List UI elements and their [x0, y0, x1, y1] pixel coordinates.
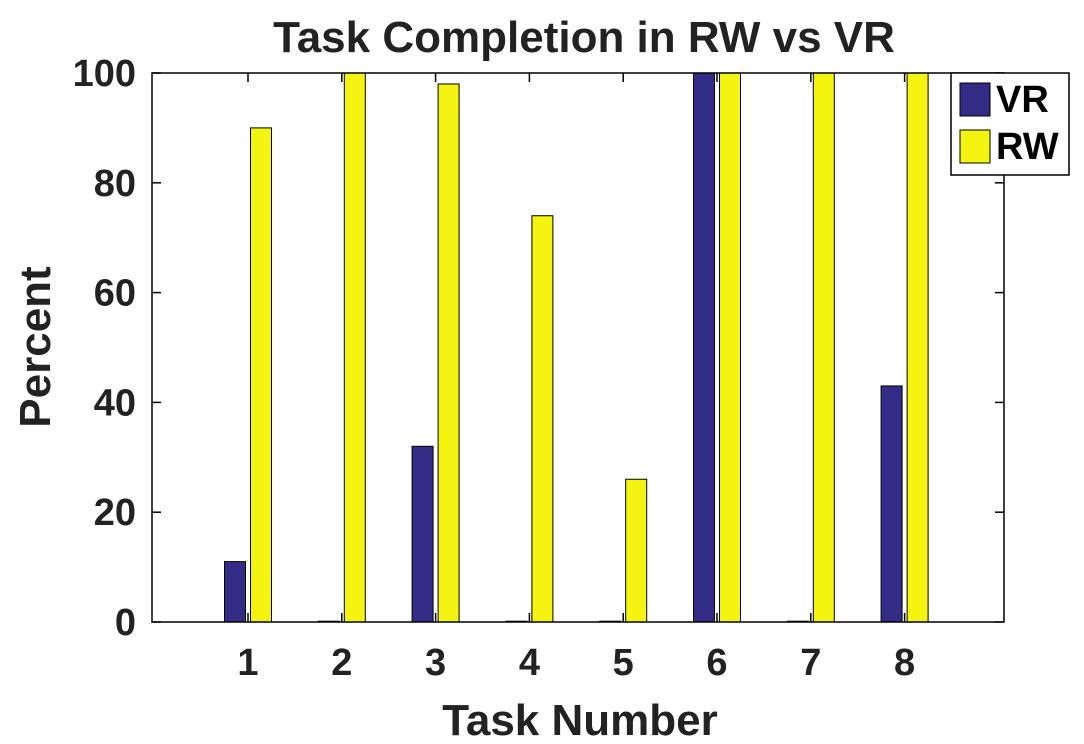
- plot-area-frame: [151, 72, 1005, 623]
- chart-title: Task Completion in RW vs VR: [273, 13, 895, 62]
- legend-swatch-rw: [959, 129, 991, 164]
- legend-label-vr: VR: [996, 79, 1049, 121]
- bar-vr-task-8: [880, 385, 903, 623]
- y-tick-label: 60: [94, 273, 136, 315]
- bar-vr-task-1: [224, 561, 246, 623]
- x-tick-label: 8: [894, 642, 915, 684]
- x-tick-label: 7: [800, 642, 821, 684]
- bar-rw-task-4: [531, 215, 554, 623]
- ticks-layer: 0 20 40 60 80 100 1 2 3 4 5 6 7 8: [73, 53, 1004, 684]
- y-tick-label: 40: [94, 382, 136, 424]
- bars-layer: [224, 72, 929, 623]
- bar-rw-task-6: [719, 72, 741, 623]
- legend: VR RW: [950, 72, 1070, 176]
- x-axis-label: Task Number: [442, 696, 718, 744]
- bar-rw-task-1: [250, 127, 272, 623]
- y-tick-label: 20: [94, 492, 136, 534]
- x-tick-label: 2: [331, 642, 352, 684]
- y-tick-label: 0: [115, 602, 136, 644]
- legend-label-rw: RW: [996, 126, 1059, 168]
- bar-rw-task-7: [812, 72, 835, 623]
- bar-rw-task-3: [437, 83, 460, 623]
- y-tick-label: 80: [94, 163, 136, 205]
- x-tick-label: 6: [706, 642, 727, 684]
- x-tick-label: 3: [425, 642, 446, 684]
- bar-vr-task-6: [693, 72, 715, 623]
- x-tick-label: 4: [519, 642, 540, 684]
- x-tick-label: 1: [237, 642, 258, 684]
- x-tick-label: 5: [613, 642, 634, 684]
- y-axis-label: Percent: [11, 266, 60, 428]
- bar-rw-task-8: [906, 72, 929, 623]
- bar-rw-task-2: [343, 72, 366, 623]
- y-tick-label: 100: [73, 53, 136, 95]
- bar-vr-task-3: [411, 445, 434, 623]
- bar-rw-task-5: [625, 478, 648, 623]
- legend-swatch-vr: [959, 82, 991, 117]
